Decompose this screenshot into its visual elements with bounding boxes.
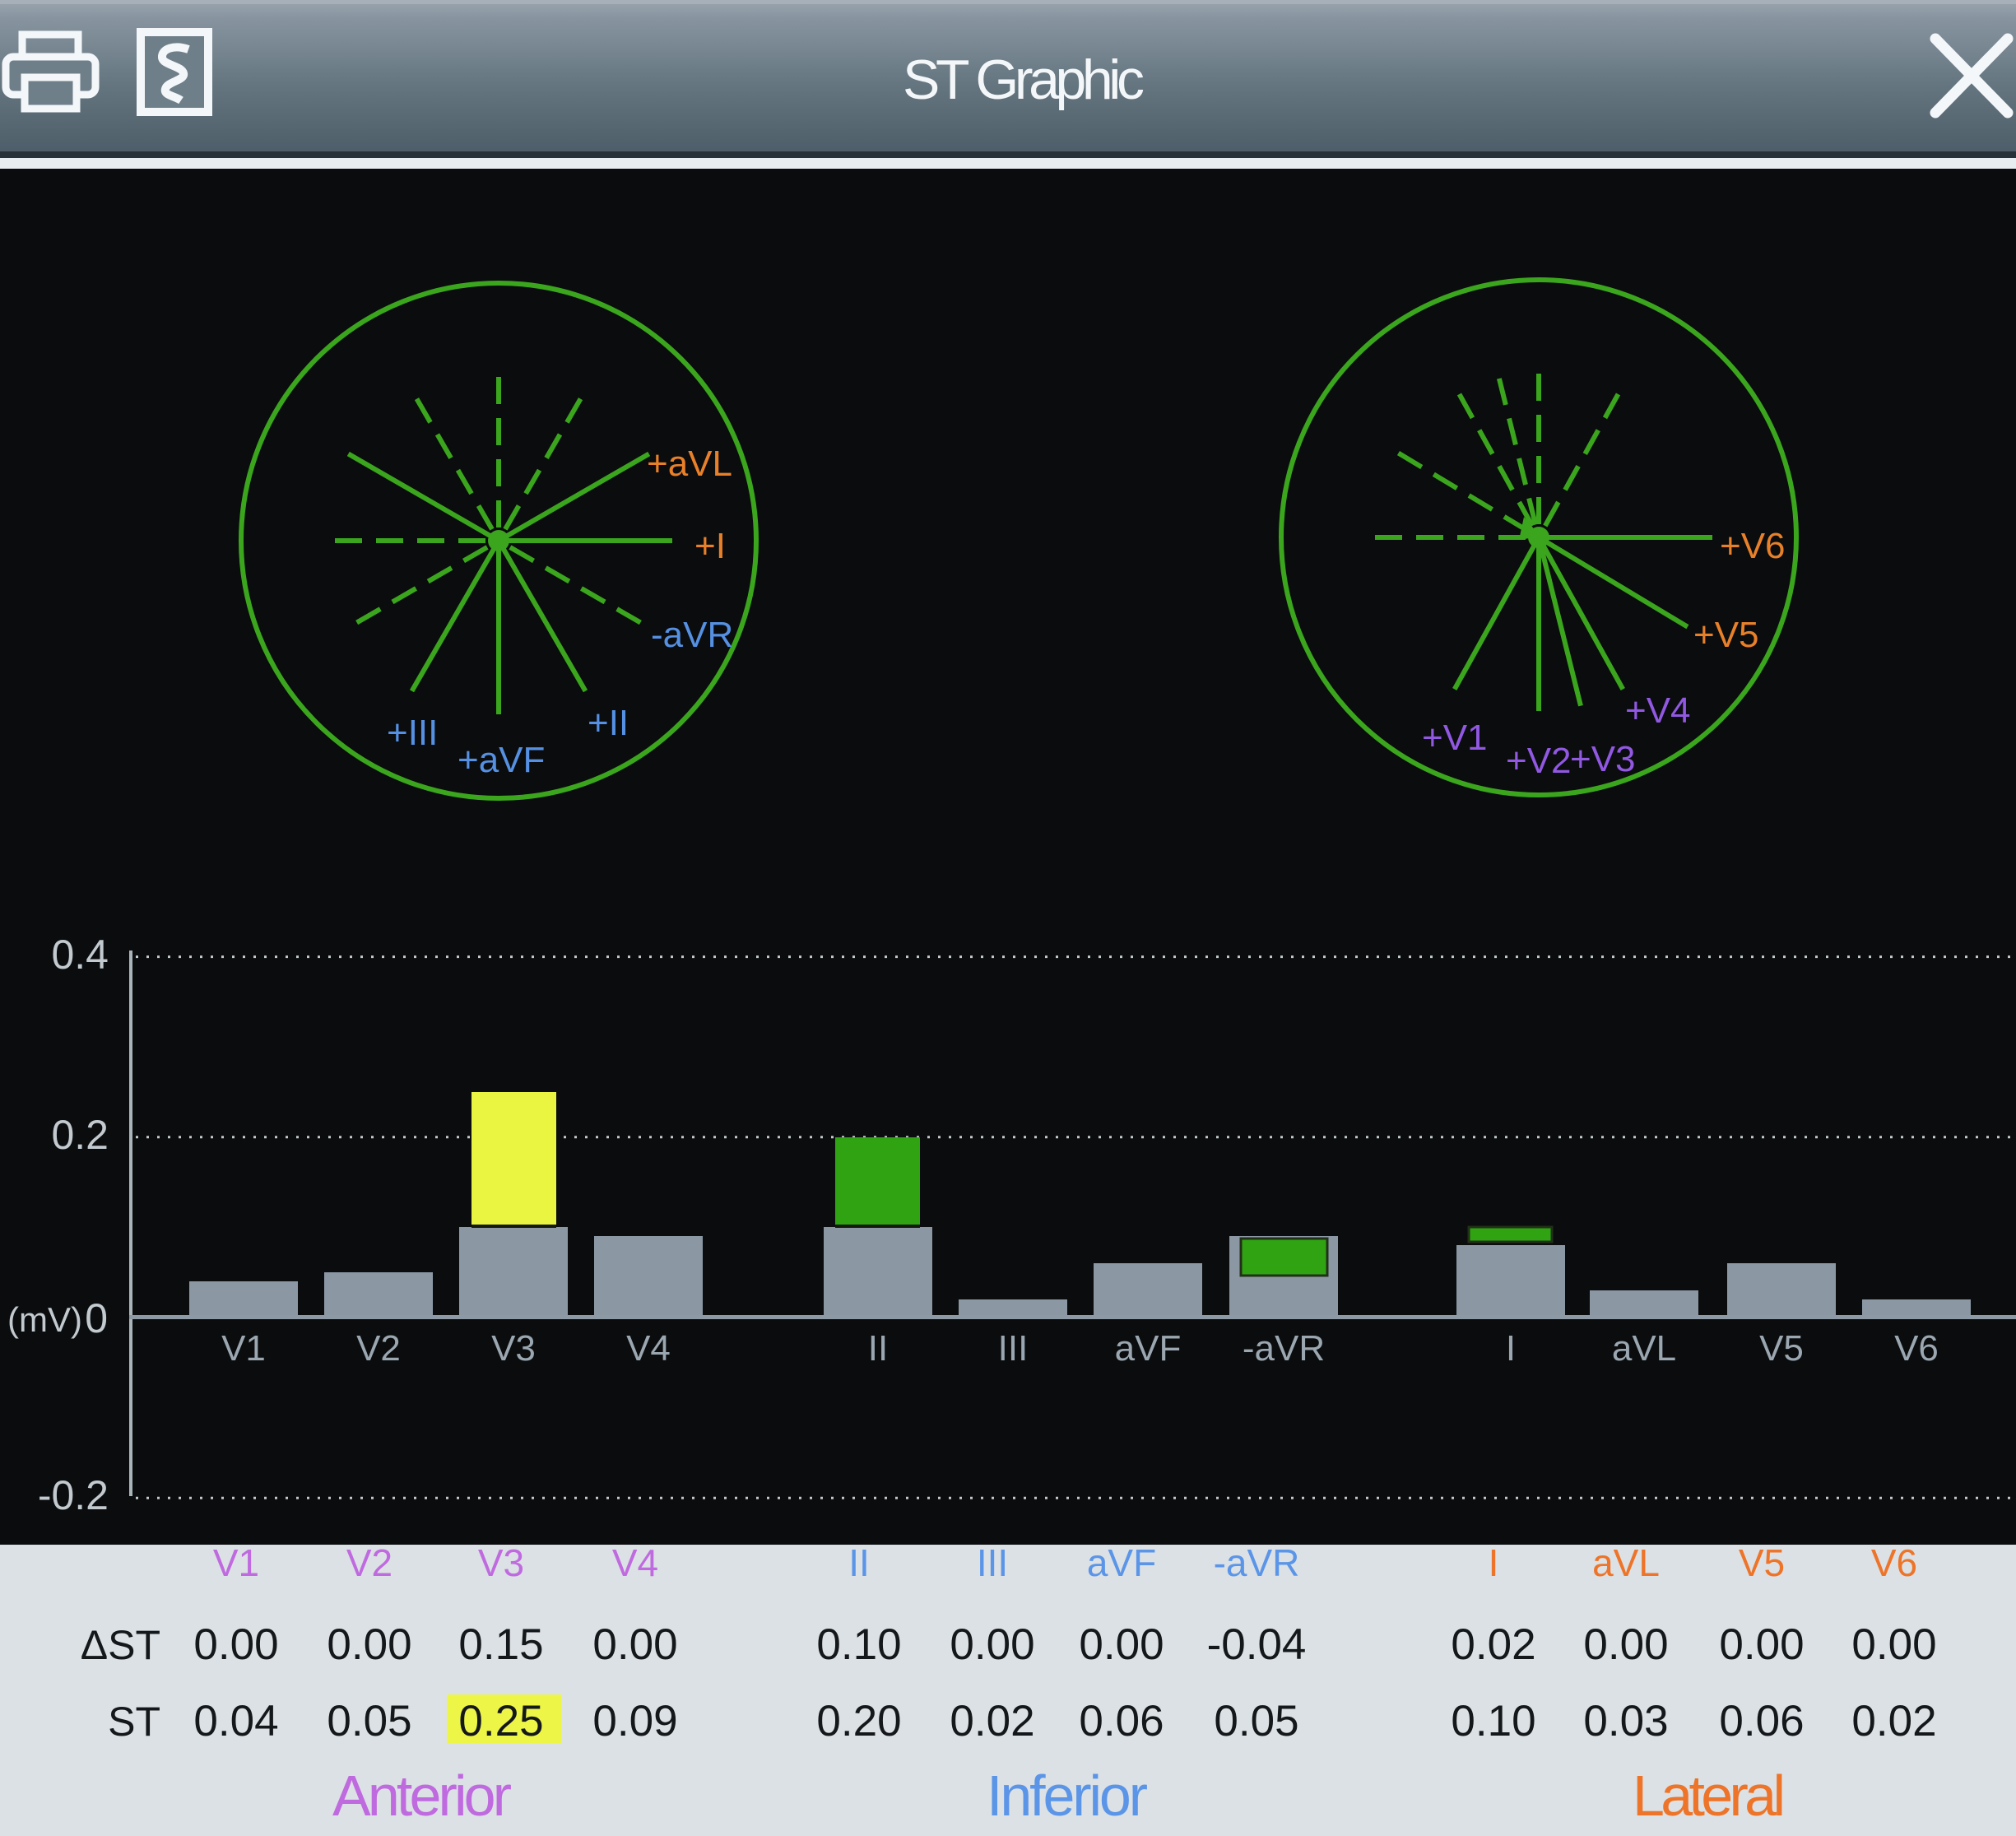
svg-text:V5: V5 [1739,1541,1785,1584]
svg-text:0.10: 0.10 [1451,1697,1535,1745]
svg-text:0.02: 0.02 [1451,1620,1535,1669]
svg-text:+V4: +V4 [1625,690,1691,731]
svg-text:0.4: 0.4 [51,932,109,978]
svg-text:+II: +II [588,703,629,743]
svg-text:-aVR: -aVR [1243,1328,1325,1369]
svg-text:0.2: 0.2 [51,1112,109,1158]
svg-text:Lateral: Lateral [1633,1764,1786,1828]
svg-text:+aVL: +aVL [647,444,732,484]
svg-text:ST: ST [108,1699,160,1745]
svg-text:0.05: 0.05 [327,1697,411,1745]
svg-text:Anterior: Anterior [332,1764,512,1828]
svg-text:0: 0 [85,1295,108,1341]
svg-text:0.09: 0.09 [592,1697,677,1745]
svg-text:0.04: 0.04 [193,1697,278,1745]
svg-text:0.02: 0.02 [1851,1697,1936,1745]
svg-text:aVF: aVF [1087,1541,1156,1584]
svg-text:aVL: aVL [1612,1328,1676,1369]
svg-text:0.00: 0.00 [327,1620,411,1669]
svg-text:+III: +III [387,713,438,753]
svg-text:V4: V4 [626,1328,671,1369]
svg-text:+I: +I [694,526,726,566]
svg-text:0.15: 0.15 [458,1620,543,1669]
svg-text:V3: V3 [478,1541,524,1584]
svg-text:III: III [977,1541,1008,1584]
svg-text:ST Graphic: ST Graphic [903,49,1145,111]
svg-text:V4: V4 [612,1541,658,1584]
svg-text:-0.2: -0.2 [38,1472,109,1518]
svg-text:+V2: +V2 [1506,741,1572,781]
svg-text:+V1: +V1 [1422,718,1488,758]
svg-text:V6: V6 [1894,1328,1939,1369]
svg-text:0.25: 0.25 [458,1697,543,1745]
svg-text:V1: V1 [213,1541,259,1584]
svg-text:V1: V1 [221,1328,266,1369]
svg-text:0.00: 0.00 [1583,1620,1668,1669]
svg-text:+V3: +V3 [1570,739,1636,779]
svg-text:III: III [998,1328,1029,1369]
svg-text:0.00: 0.00 [1851,1620,1936,1669]
svg-text:V2: V2 [346,1541,393,1584]
svg-text:I: I [1506,1328,1516,1369]
svg-text:0.10: 0.10 [816,1620,901,1669]
svg-text:0.00: 0.00 [1719,1620,1804,1669]
svg-text:0.06: 0.06 [1079,1697,1164,1745]
svg-text:V6: V6 [1871,1541,1917,1584]
svg-text:Inferior: Inferior [987,1764,1148,1828]
svg-text:V3: V3 [491,1328,536,1369]
svg-text:0.00: 0.00 [1079,1620,1164,1669]
svg-text:0.00: 0.00 [592,1620,677,1669]
svg-text:0.20: 0.20 [816,1697,901,1745]
svg-text:II: II [868,1328,888,1369]
svg-text:0.06: 0.06 [1719,1697,1804,1745]
svg-text:-aVR: -aVR [1214,1541,1300,1584]
svg-text:-0.04: -0.04 [1207,1620,1307,1669]
svg-text:aVF: aVF [1115,1328,1182,1369]
svg-text:0.05: 0.05 [1214,1697,1298,1745]
svg-text:(mV): (mV) [7,1300,82,1339]
svg-text:0.03: 0.03 [1583,1697,1668,1745]
svg-text:+V6: +V6 [1720,526,1786,566]
svg-text:I: I [1489,1541,1499,1584]
svg-text:II: II [848,1541,870,1584]
svg-text:0.00: 0.00 [193,1620,278,1669]
svg-text:0.00: 0.00 [950,1620,1034,1669]
svg-text:V2: V2 [356,1328,401,1369]
svg-text:+V5: +V5 [1693,615,1759,655]
svg-text:+aVF: +aVF [458,740,545,780]
svg-text:-aVR: -aVR [651,615,733,655]
svg-text:0.02: 0.02 [950,1697,1034,1745]
svg-text:aVL: aVL [1592,1541,1660,1584]
svg-text:V5: V5 [1759,1328,1804,1369]
svg-text:ΔST: ΔST [81,1622,160,1668]
